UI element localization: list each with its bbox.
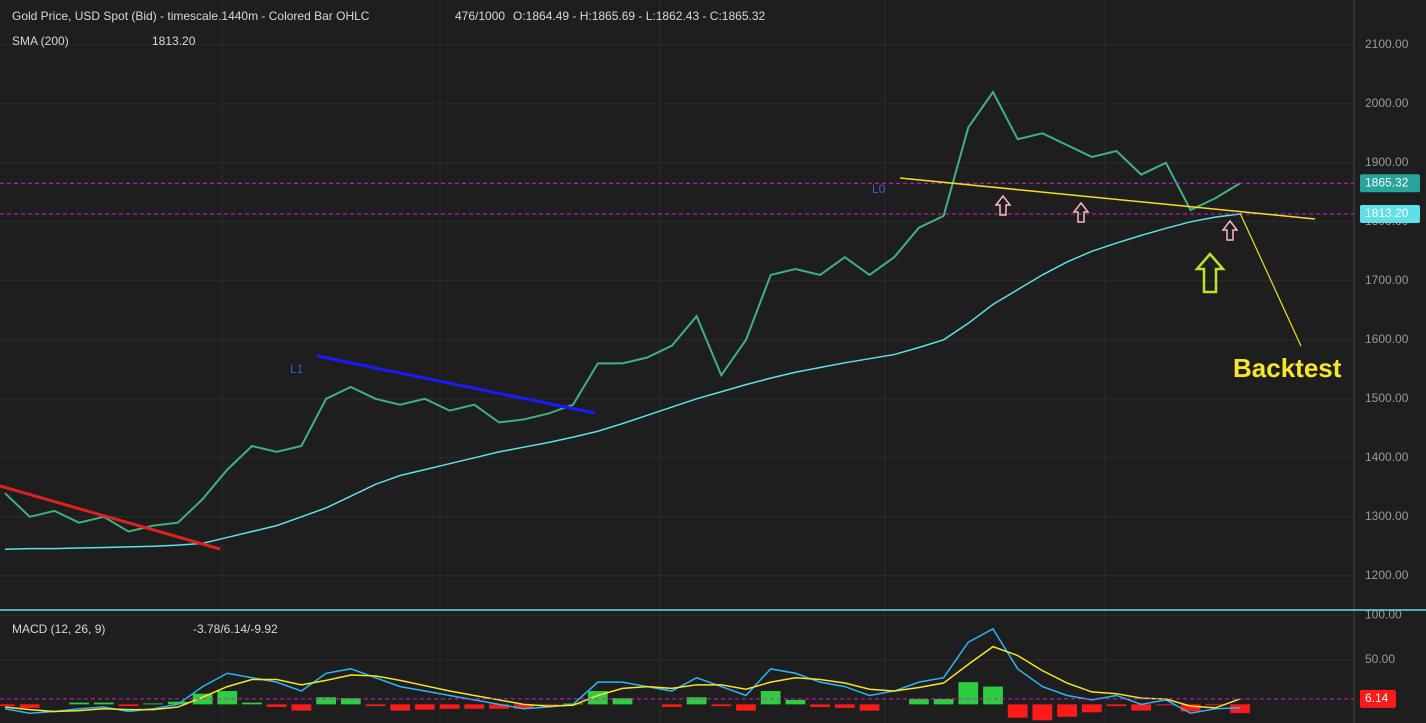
histogram-bar [217, 691, 238, 705]
highlight-arrow [1194, 252, 1226, 294]
series-line [4, 90, 1241, 533]
trend-line [316, 354, 596, 415]
histogram-bar [760, 691, 781, 705]
histogram-bar [834, 704, 855, 708]
trend-line [0, 484, 221, 551]
histogram-bar [316, 697, 336, 705]
histogram-bar [1057, 704, 1077, 717]
series-line [4, 627, 1241, 715]
series-line [4, 645, 1241, 713]
pointer-line [1239, 212, 1302, 347]
histogram-bar [168, 701, 188, 705]
histogram-bar [909, 699, 929, 705]
histogram-bar [415, 704, 435, 710]
histogram-bar [93, 702, 114, 705]
histogram-bar [983, 686, 1003, 705]
histogram-bar [1156, 704, 1176, 706]
histogram-bar [266, 704, 287, 708]
y-tick-label: 1300.00 [1365, 509, 1409, 523]
annotation-label: L0 [872, 182, 886, 196]
histogram-bar [1131, 704, 1152, 711]
histogram-bar [785, 699, 806, 705]
histogram-bar [538, 704, 559, 706]
histogram-bar [489, 704, 509, 709]
histogram-bar [662, 704, 682, 708]
y-tick-label: 50.00 [1365, 652, 1395, 666]
histogram-bar [859, 704, 880, 711]
ohlc-text: O:1864.49 - H:1865.69 - L:1862.43 - C:18… [513, 9, 766, 23]
histogram-bar [1230, 704, 1250, 714]
annotation-label: Backtest [1233, 353, 1342, 383]
y-tick-label: 1900.00 [1365, 155, 1409, 169]
series-line [4, 213, 1241, 550]
legend-label: SMA (200) [12, 34, 69, 48]
histogram-bar [1180, 704, 1201, 712]
y-tick-label: 1700.00 [1365, 273, 1409, 287]
histogram-bar [1106, 704, 1127, 707]
y-tick-label: 1200.00 [1365, 568, 1409, 582]
histogram-bar [464, 704, 485, 709]
arrows [994, 194, 1239, 241]
histogram-bar [390, 704, 411, 711]
histogram-bar [192, 693, 213, 705]
histogram-bar [612, 698, 633, 705]
histogram-bar [291, 704, 312, 711]
histogram-bar [340, 698, 361, 705]
histogram-bar [143, 703, 164, 705]
histogram-bar [711, 704, 732, 707]
histogram-bar [1032, 704, 1053, 721]
price-tag-label: 1865.32 [1365, 175, 1409, 189]
price-tag [1360, 689, 1396, 708]
histogram-bar [513, 704, 534, 709]
histogram-bar [69, 702, 89, 705]
trend-line [899, 177, 1316, 220]
y-tick-label: 1500.00 [1365, 391, 1409, 405]
histogram-bar [242, 702, 262, 705]
histogram-bar [0, 704, 15, 707]
annotation-label: L1 [290, 362, 304, 376]
chart-title: Gold Price, USD Spot (Bid) - timescale.1… [12, 9, 370, 23]
panel-title: MACD (12, 26, 9) [12, 622, 105, 636]
histogram-bar [933, 699, 954, 705]
legend-value: 1813.20 [152, 34, 196, 48]
y-tick-label: 2000.00 [1365, 96, 1409, 110]
histogram-bar [1205, 704, 1226, 706]
price-tag [1360, 205, 1420, 224]
y-tick-label: 1400.00 [1365, 450, 1409, 464]
histogram-bar [1081, 704, 1102, 713]
y-tick-label: 2100.00 [1365, 37, 1409, 51]
histogram-bar [958, 682, 979, 705]
price-tag-label: 1813.20 [1365, 206, 1409, 220]
histogram-bar [686, 697, 707, 705]
y-tick-label: 1600.00 [1365, 332, 1409, 346]
histogram-bar [118, 704, 139, 707]
price-tag [1360, 174, 1420, 193]
histogram-bar [439, 704, 460, 709]
histogram-bar [19, 704, 40, 708]
histogram-bar [810, 704, 830, 708]
histogram-bar [736, 704, 756, 711]
price-tag-label: 6.14 [1365, 691, 1389, 705]
vertical-grid [221, 0, 1106, 723]
y-tick-label: 100.00 [1365, 608, 1402, 622]
panel-status: -3.78/6.14/-9.92 [193, 622, 278, 636]
histogram-bar [365, 704, 386, 707]
histogram-bar [1007, 704, 1028, 718]
bar-count: 476/1000 [455, 9, 505, 23]
